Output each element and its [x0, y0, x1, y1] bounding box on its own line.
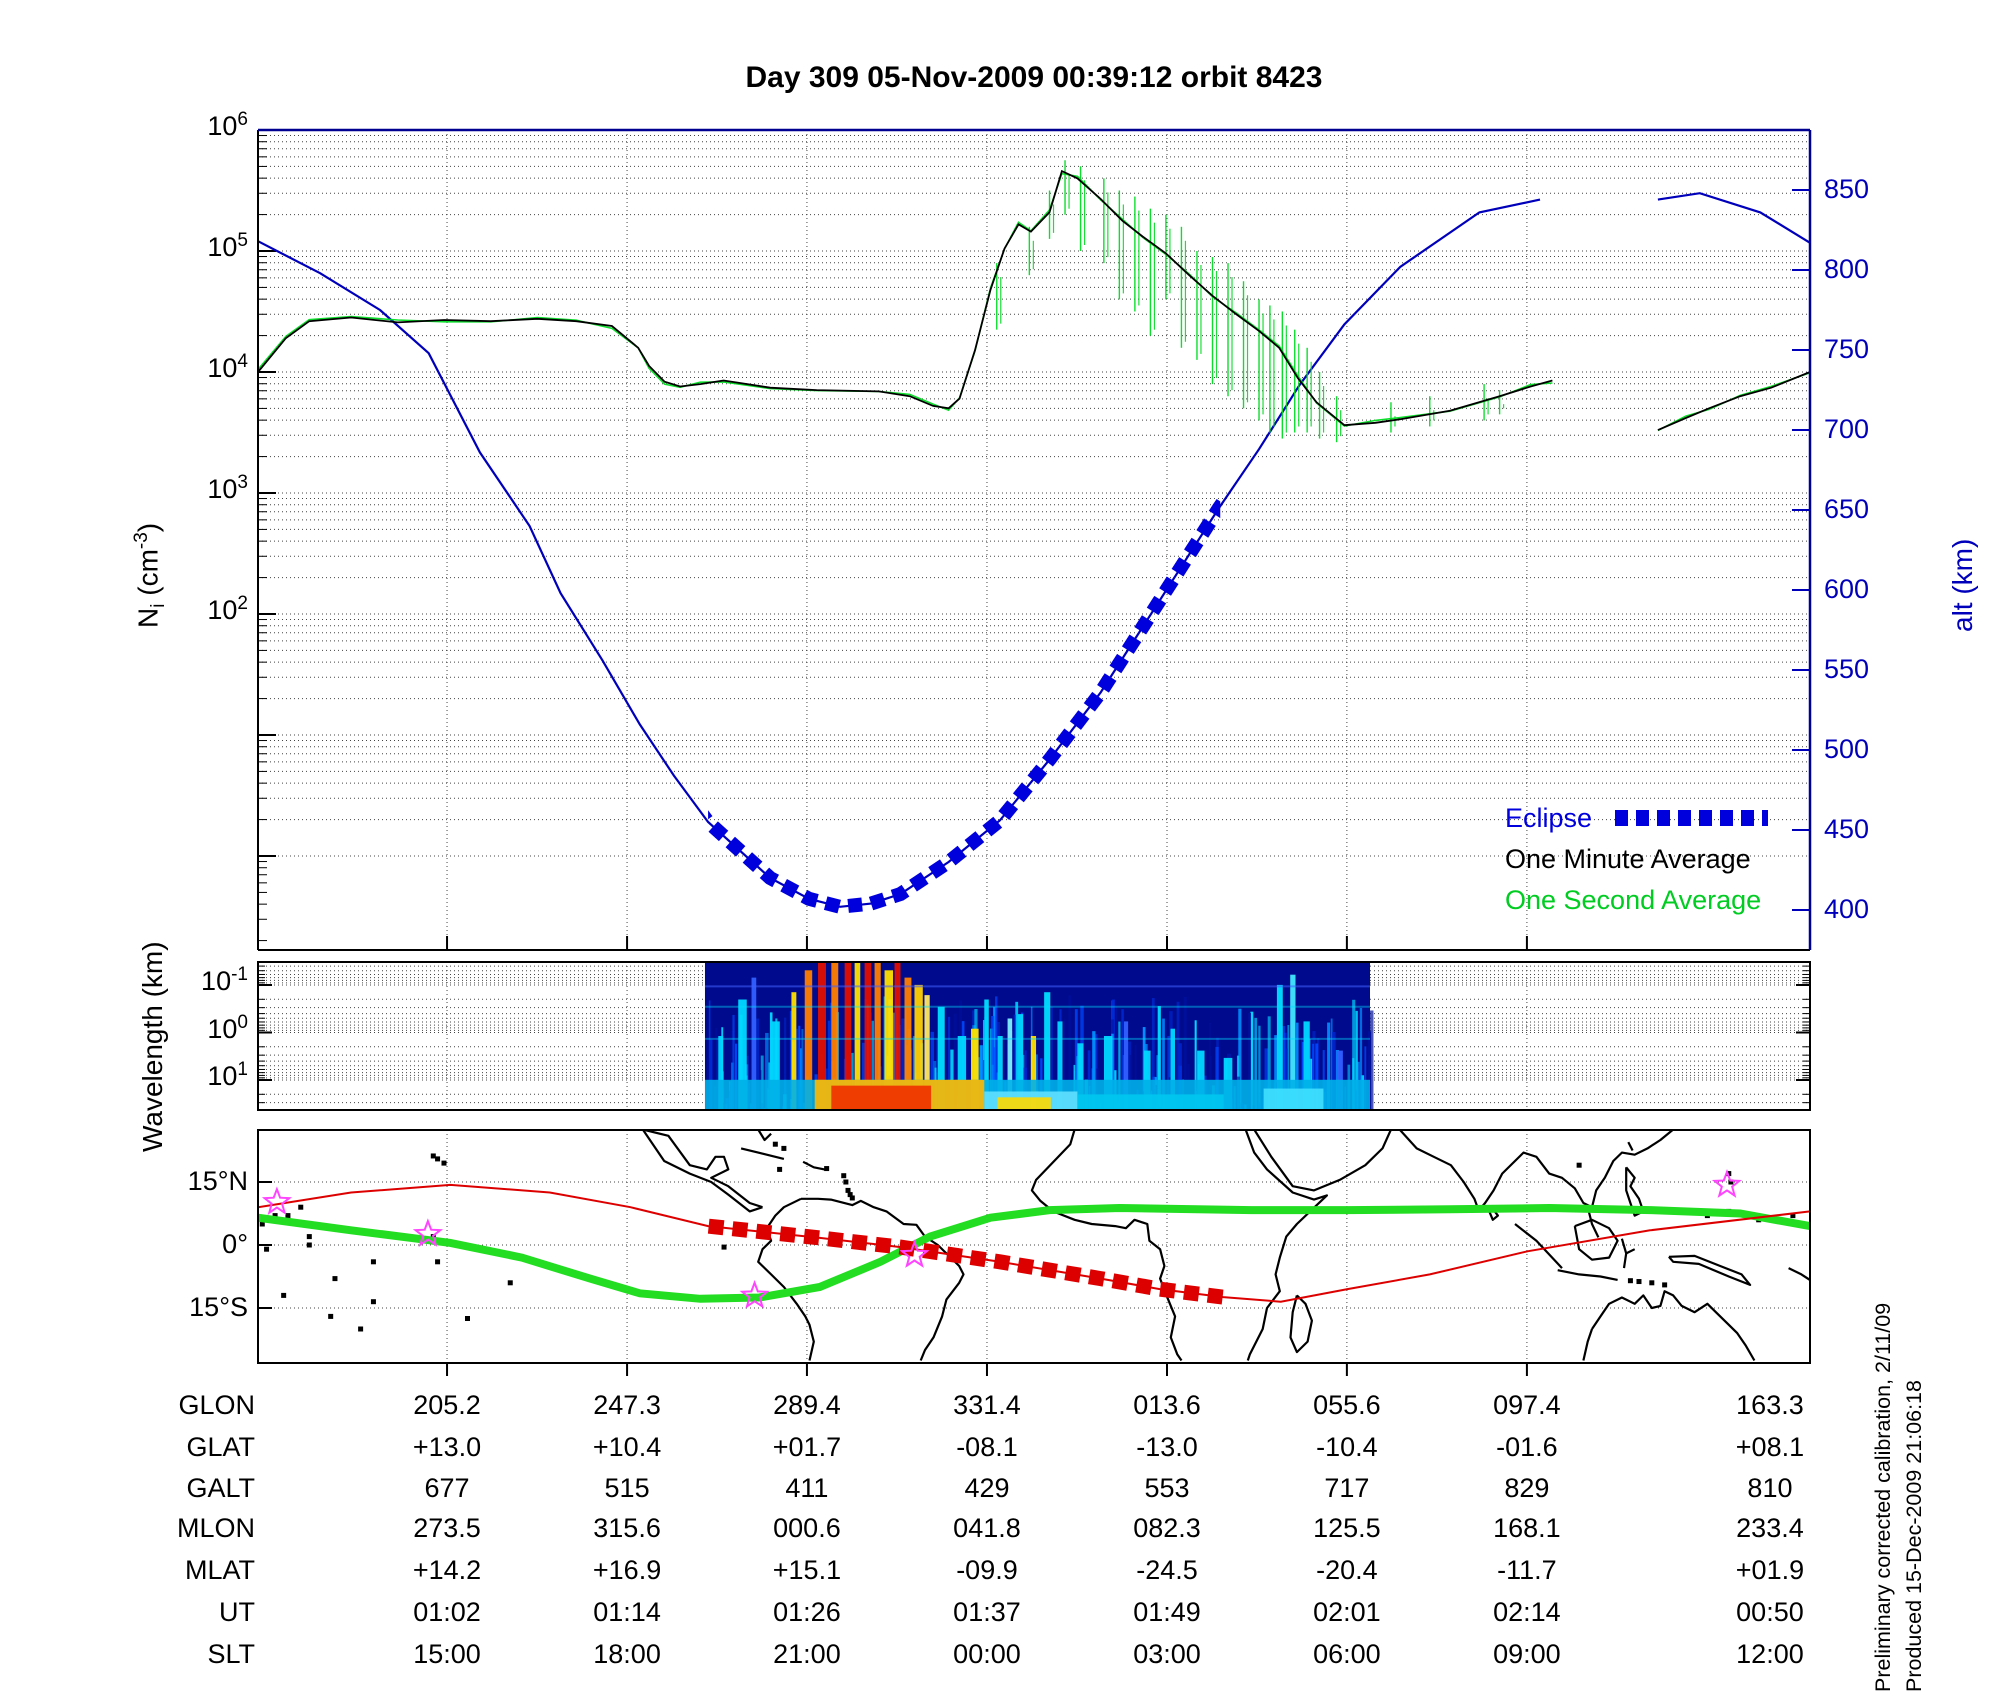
alt-tick-label: 850 — [1824, 174, 1870, 204]
table-cell-glat-7: +08.1 — [1735, 1432, 1805, 1462]
table-cell-ut-7: 00:50 — [1736, 1597, 1804, 1627]
table-cell-glat-4: -13.0 — [1136, 1432, 1198, 1462]
spectrogram-panel — [257, 961, 1811, 1111]
table-cell-glat-6: -01.6 — [1496, 1432, 1558, 1462]
table-cell-slt-3: 00:00 — [953, 1639, 1021, 1669]
table-cell-mlat-1: +16.9 — [592, 1555, 662, 1585]
alt-tick-label: 450 — [1824, 814, 1870, 844]
table-row-label-glon: GLON — [178, 1390, 255, 1420]
table-cell-glon-6: 097.4 — [1493, 1390, 1561, 1420]
table-cell-slt-7: 12:00 — [1736, 1639, 1804, 1669]
table-row-label-ut: UT — [219, 1597, 255, 1627]
alt-tick-label: 400 — [1824, 894, 1870, 924]
table-row-label-glat: GLAT — [186, 1432, 255, 1462]
legend-one-minute-average: One Minute Average — [1505, 844, 1751, 874]
table-cell-ut-1: 01:14 — [593, 1597, 661, 1627]
table-cell-galt-4: 553 — [1144, 1473, 1190, 1503]
table-cell-ut-5: 02:01 — [1313, 1597, 1381, 1627]
alt-axis-label: alt (km) — [1947, 538, 1978, 632]
table-cell-galt-2: 411 — [785, 1473, 829, 1503]
table-cell-slt-2: 21:00 — [773, 1639, 841, 1669]
table-cell-glon-1: 247.3 — [593, 1390, 661, 1420]
lat-tick-label: 15°S — [189, 1292, 248, 1322]
table-cell-slt-0: 15:00 — [413, 1639, 481, 1669]
legend-eclipse: Eclipse — [1505, 803, 1593, 833]
table-cell-mlat-3: -09.9 — [956, 1555, 1018, 1585]
table-cell-galt-1: 515 — [604, 1473, 650, 1503]
footer-produced-note: Produced 15-Dec-2009 21:06:18 — [1902, 1380, 1926, 1692]
table-cell-galt-3: 429 — [964, 1473, 1010, 1503]
table-cell-ut-4: 01:49 — [1133, 1597, 1201, 1627]
table-cell-ut-6: 02:14 — [1493, 1597, 1561, 1627]
wavelength-tick-label: 100 — [207, 1011, 248, 1044]
legend-one-second-average: One Second Average — [1505, 885, 1762, 915]
table-cell-slt-4: 03:00 — [1133, 1639, 1201, 1669]
table-cell-slt-5: 06:00 — [1313, 1639, 1381, 1669]
table-cell-mlon-2: 000.6 — [773, 1513, 841, 1543]
ni-tick-label: 103 — [207, 472, 248, 504]
table-cell-mlon-7: 233.4 — [1736, 1513, 1804, 1543]
table-cell-glat-5: -10.4 — [1316, 1432, 1378, 1462]
alt-tick-label: 750 — [1824, 334, 1870, 364]
table-cell-glon-0: 205.2 — [413, 1390, 481, 1420]
alt-tick-label: 500 — [1824, 734, 1870, 764]
table-cell-mlon-4: 082.3 — [1133, 1513, 1201, 1543]
table-cell-mlat-7: +01.9 — [1735, 1555, 1805, 1585]
alt-tick-label: 650 — [1824, 494, 1870, 524]
alt-tick-label: 600 — [1824, 574, 1870, 604]
table-cell-ut-0: 01:02 — [413, 1597, 481, 1627]
table-cell-mlon-6: 168.1 — [1493, 1513, 1561, 1543]
table-cell-mlat-2: +15.1 — [772, 1555, 842, 1585]
ni-tick-label: 102 — [207, 593, 248, 625]
table-cell-galt-5: 717 — [1324, 1473, 1370, 1503]
table-cell-mlat-6: -11.7 — [1497, 1555, 1557, 1585]
wavelength-tick-label: 10-1 — [201, 964, 248, 996]
table-cell-mlon-0: 273.5 — [413, 1513, 481, 1543]
table-cell-glat-1: +10.4 — [592, 1432, 662, 1462]
table-cell-ut-2: 01:26 — [773, 1597, 841, 1627]
table-cell-mlon-1: 315.6 — [593, 1513, 661, 1543]
table-cell-glat-0: +13.0 — [412, 1432, 482, 1462]
table-cell-galt-6: 829 — [1504, 1473, 1550, 1503]
footer-calibration-note: Preliminary corrected calibration, 2/11/… — [1871, 1302, 1895, 1692]
table-cell-mlat-4: -24.5 — [1136, 1555, 1198, 1585]
table-cell-glat-2: +01.7 — [772, 1432, 842, 1462]
table-cell-glon-5: 055.6 — [1313, 1390, 1381, 1420]
alt-tick-label: 700 — [1824, 414, 1870, 444]
table-cell-glon-7: 163.3 — [1736, 1390, 1804, 1420]
alt-tick-label: 800 — [1824, 254, 1870, 284]
lat-tick-label: 0° — [222, 1229, 248, 1259]
alt-tick-label: 550 — [1824, 654, 1870, 684]
table-row-label-galt: GALT — [186, 1473, 255, 1503]
map-panel — [257, 1129, 1811, 1376]
table-cell-mlon-3: 041.8 — [953, 1513, 1021, 1543]
table-cell-ut-3: 01:37 — [953, 1597, 1021, 1627]
ni-tick-label: 104 — [207, 351, 248, 383]
ni-tick-label: 105 — [207, 230, 248, 262]
table-row-label-mlon: MLON — [176, 1513, 255, 1543]
top-panel — [257, 128, 1812, 951]
table-cell-glon-4: 013.6 — [1133, 1390, 1201, 1420]
wavelength-tick-label: 101 — [207, 1059, 248, 1091]
table-row-label-slt: SLT — [207, 1639, 255, 1669]
page-title: Day 309 05-Nov-2009 00:39:12 orbit 8423 — [745, 61, 1323, 94]
table-cell-glon-3: 331.4 — [953, 1390, 1021, 1420]
table-cell-galt-7: 810 — [1747, 1473, 1793, 1503]
table-cell-slt-1: 18:00 — [593, 1639, 661, 1669]
table-cell-mlon-5: 125.5 — [1313, 1513, 1381, 1543]
table-cell-glat-3: -08.1 — [956, 1432, 1018, 1462]
table-cell-galt-0: 677 — [424, 1473, 470, 1503]
lat-tick-label: 15°N — [187, 1166, 248, 1196]
table-cell-slt-6: 09:00 — [1493, 1639, 1561, 1669]
ni-tick-label: 106 — [207, 109, 248, 141]
table-row-label-mlat: MLAT — [184, 1555, 255, 1585]
table-cell-mlat-0: +14.2 — [412, 1555, 482, 1585]
table-cell-mlat-5: -20.4 — [1316, 1555, 1378, 1585]
table-cell-glon-2: 289.4 — [773, 1390, 841, 1420]
